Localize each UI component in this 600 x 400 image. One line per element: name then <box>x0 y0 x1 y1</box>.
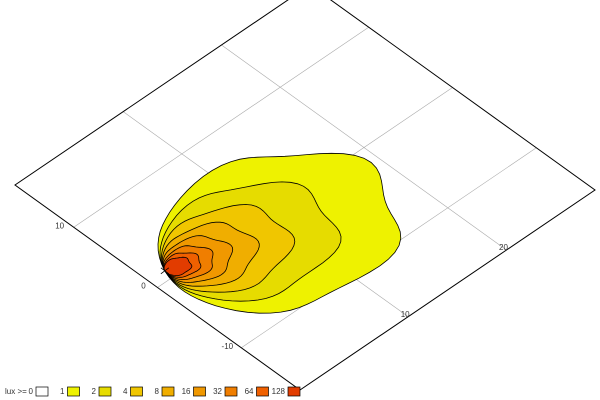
grid-line <box>73 26 369 228</box>
legend-label: 2 <box>92 387 97 396</box>
legend-swatch <box>193 386 206 397</box>
legend-title: lux >= <box>5 387 27 396</box>
legend-swatch <box>35 386 49 397</box>
legend-label: 8 <box>155 387 160 396</box>
legend-label: 16 <box>182 387 191 396</box>
legend-swatch <box>224 386 238 397</box>
legend-label: 32 <box>213 387 222 396</box>
y-tick-label: 0 <box>141 282 146 291</box>
legend-label: 0 <box>29 387 34 396</box>
legend-swatch <box>98 386 112 397</box>
y-tick-label: 10 <box>55 221 64 230</box>
light-source <box>160 267 170 275</box>
legend-swatch <box>256 386 269 397</box>
legend-label: 64 <box>245 387 254 396</box>
x-tick-label: 10 <box>401 310 410 319</box>
legend-swatch <box>287 386 301 397</box>
y-tick-label: -10 <box>222 342 234 351</box>
legend-label: 128 <box>272 387 286 396</box>
legend-swatch <box>161 386 175 397</box>
legend-swatch <box>67 386 80 397</box>
plane-outline <box>14 0 596 391</box>
legend-label: 1 <box>60 387 65 396</box>
legend-swatch <box>130 386 143 397</box>
legend-label: 4 <box>123 387 128 396</box>
x-tick-label: 20 <box>499 243 508 252</box>
contour <box>163 256 193 276</box>
